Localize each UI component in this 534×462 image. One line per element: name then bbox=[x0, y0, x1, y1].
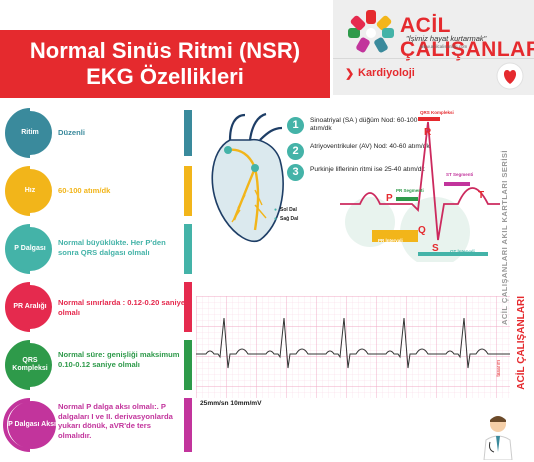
ecg-q-label: Q bbox=[418, 225, 426, 236]
ecg-pr-seg-label: PR Segmenti bbox=[396, 188, 424, 193]
ecg-qt-int-label: QT İntervali bbox=[450, 249, 475, 254]
heart-badge-icon bbox=[496, 62, 524, 90]
ecg-r-label: R bbox=[424, 127, 432, 138]
row-label: PR Aralığı bbox=[8, 285, 52, 329]
row-arc-icon bbox=[3, 398, 31, 452]
heart-label-sol-dal: Sol Dal bbox=[280, 207, 297, 213]
node-text-1: Sinoatriyal (SA ) düğüm Nod: 60-100 atım… bbox=[310, 117, 418, 132]
ecg-p-label: P bbox=[386, 193, 393, 204]
row-p-aksi: P Dalgası Aksı Normal P dalga aksı olmal… bbox=[0, 394, 192, 460]
row-bar bbox=[184, 398, 192, 452]
row-bar bbox=[184, 166, 192, 216]
node-text-2: Atriyoventrikuler (AV) Nod: 40-60 atım/d… bbox=[310, 143, 430, 150]
ecg-speed-label: 25mm/sn 10mm/mV bbox=[200, 400, 262, 407]
ecg-s-label: S bbox=[432, 243, 439, 254]
ecg-pr-int-label: PR İntervali bbox=[378, 238, 403, 243]
row-pr-araligi: PR Aralığı Normal sınırlarda : 0.12-0.20… bbox=[0, 278, 192, 336]
ecg-strip bbox=[196, 296, 510, 398]
ecg-waveform-diagram bbox=[340, 117, 500, 262]
row-p-dalgasi: P Dalgası Normal büyüklükte. Her P'den s… bbox=[0, 220, 192, 278]
row-text: Normal süre: genişliği maksimum 0.10-0.1… bbox=[58, 350, 180, 369]
heart-label-sag-dal: Sağ Dal bbox=[280, 216, 299, 222]
chevron-right-icon: ❯ bbox=[345, 68, 355, 80]
ecg-strip-trace bbox=[196, 317, 510, 369]
page-title-line2: EKG Özellikleri bbox=[86, 64, 244, 89]
row-text: Normal büyüklükte. Her P'den sonra QRS d… bbox=[58, 238, 166, 257]
node-number-1: 1 bbox=[287, 117, 304, 134]
brand-logo-icon bbox=[348, 10, 394, 53]
row-label: Hız bbox=[8, 169, 52, 213]
row-bar bbox=[184, 340, 192, 390]
row-label: Ritim bbox=[8, 111, 52, 155]
row-text: Düzenli bbox=[58, 128, 86, 137]
ecg-qrs-label: QRS Kompleksi bbox=[420, 110, 454, 115]
page-title-line1: Normal Sinüs Ritmi (NSR) bbox=[29, 38, 301, 63]
brand-slogan: "İşimiz hayat kurtarmak" bbox=[406, 34, 487, 43]
series-label: ACİL ÇALIŞANLARI AKIL KARTLARI SERİSİ bbox=[500, 150, 509, 326]
node-number-2: 2 bbox=[287, 143, 304, 160]
brand-name: ACİL ÇALIŞANLARI bbox=[400, 14, 534, 61]
category-label: Kardiyoloji bbox=[358, 67, 415, 79]
vertical-brand-name: ACİL ÇALIŞANLARI bbox=[516, 296, 527, 390]
row-label: P Dalgası Aksı bbox=[8, 401, 56, 449]
node-number-3: 3 bbox=[287, 164, 304, 181]
heart-marker-5: ● bbox=[274, 216, 278, 222]
row-bar bbox=[184, 282, 192, 332]
node-text-3: Purkinje liflerinin ritmi ise 25-40 atım… bbox=[310, 166, 425, 173]
row-bar bbox=[184, 224, 192, 274]
row-label: P Dalgası bbox=[8, 227, 52, 271]
ecg-t-label: T bbox=[478, 190, 485, 201]
ecg-st-seg-label: ST Segmenti bbox=[446, 172, 474, 177]
heart-marker-4: ● bbox=[274, 207, 278, 213]
brand-url: www.acilcalisanlari.com bbox=[420, 44, 468, 49]
design-credit: tasarım bbox=[496, 360, 502, 377]
row-text: Normal sınırlarda : 0.12-0.20 saniye olm… bbox=[58, 298, 186, 317]
row-text: 60-100 atım/dk bbox=[58, 186, 111, 195]
row-text: Normal P dalga aksı olmalı:. P dalgaları… bbox=[58, 402, 173, 440]
heart-conduction-diagram bbox=[211, 112, 284, 242]
row-label: QRS Kompleksi bbox=[8, 343, 52, 387]
brand-divider bbox=[333, 58, 534, 59]
row-hiz: Hız 60-100 atım/dk bbox=[0, 162, 192, 220]
row-ritim: Ritim Düzenli bbox=[0, 104, 192, 162]
doctor-icon bbox=[483, 416, 513, 460]
row-bar bbox=[184, 110, 192, 156]
title-banner bbox=[0, 30, 330, 98]
row-qrs: QRS Kompleksi Normal süre: genişliği mak… bbox=[0, 336, 192, 394]
